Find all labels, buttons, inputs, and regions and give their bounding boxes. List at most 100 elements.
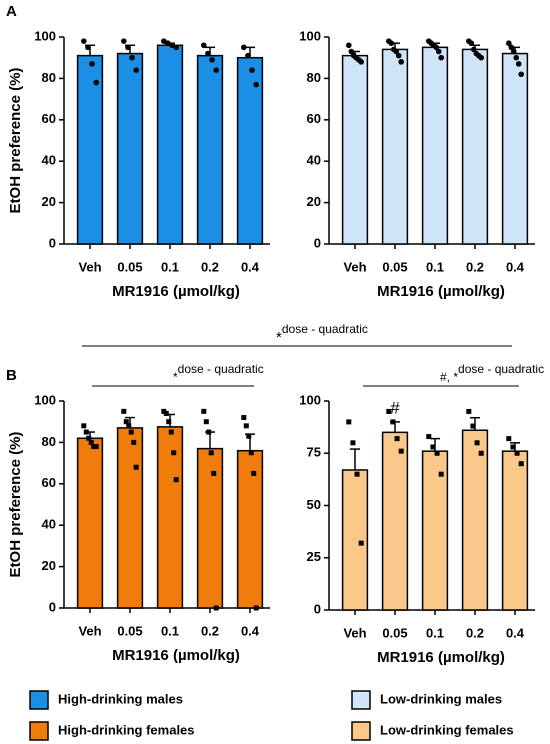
y-axis-label: EtOH preference (%) [7,68,24,214]
x-tick-label: 0.1 [426,259,444,274]
bar [236,449,264,609]
bar [236,56,264,245]
data-point [506,40,512,47]
bar [461,429,489,611]
legend-swatch [351,690,371,710]
data-point [168,429,174,435]
data-point [166,419,172,425]
bar [341,469,369,611]
annotation: # [390,398,400,417]
data-point [518,461,524,467]
y-tick-label: 25 [307,549,321,564]
data-point [133,464,139,470]
legend-swatch [29,690,49,710]
x-tick-label: Veh [78,623,101,638]
legend-swatch [29,721,49,741]
bar [156,44,184,245]
annotation: *dose - quadratic [173,362,264,384]
y-tick-label: 100 [34,392,56,407]
data-point [253,605,259,611]
data-point [510,48,517,55]
data-point [93,79,99,86]
data-point [246,433,252,439]
data-point [211,470,217,476]
data-point [433,44,440,51]
panel-label: B [6,367,17,384]
annotation: *dose - quadratic [276,322,368,346]
data-point [128,429,134,435]
y-tick-label: 40 [42,517,56,532]
data-point [205,50,211,57]
data-point [478,450,484,456]
y-tick-label: 60 [42,111,56,126]
data-point [350,440,356,446]
data-point [358,540,364,546]
data-point [388,40,395,47]
data-point [208,450,214,456]
legend-label: Low-drinking males [380,691,502,706]
data-point [173,477,179,483]
legend-label: High-drinking males [58,691,183,706]
data-point [358,59,365,65]
data-point [395,52,402,59]
x-tick-label: 0.2 [466,259,484,274]
legend-swatch [351,721,371,741]
data-point [206,429,212,435]
y-tick-label: 20 [42,558,56,573]
data-point [161,38,167,44]
data-point [430,444,436,450]
y-tick-label: 60 [307,111,321,126]
bar [116,427,144,609]
y-axis-label: EtOH preference (%) [7,432,24,578]
y-tick-label: 50 [307,497,321,512]
data-point [506,436,512,442]
data-point [121,408,127,414]
error-bar [350,448,360,470]
data-point [81,423,87,429]
bar [196,447,224,609]
annotation-text: dose - quadratic [282,322,368,336]
data-point [126,423,132,429]
data-point [93,444,99,450]
data-point [88,439,94,445]
y-tick-label: 0 [49,599,56,614]
data-point [468,40,475,47]
x-tick-label: 0.2 [201,259,219,274]
data-point [89,61,95,67]
data-point [478,54,485,61]
data-point [203,419,209,425]
data-point [249,67,255,73]
x-tick-label: 0.05 [382,625,407,640]
bar [501,450,529,611]
y-tick-label: 0 [314,235,321,250]
x-tick-label: 0.1 [161,623,179,638]
data-point [514,450,520,456]
bar [196,54,224,245]
annotation-mark: * [173,370,178,384]
y-tick-label: 0 [314,601,321,616]
data-point [129,54,135,61]
legend-label: Low-drinking females [380,722,514,737]
x-tick-label: 0.05 [117,623,142,638]
data-point [438,471,444,477]
y-tick-label: 75 [307,445,321,460]
data-point [245,52,251,59]
data-point [173,44,179,51]
y-tick-label: 100 [299,28,321,43]
data-point [470,46,477,53]
data-point [394,436,400,442]
x-tick-label: 0.05 [382,259,407,274]
x-tick-label: 0.05 [117,259,142,274]
data-point [121,38,127,44]
data-point [508,44,515,51]
y-tick-label: 80 [42,70,56,85]
y-tick-label: 40 [307,153,321,168]
x-tick-label: Veh [78,259,101,274]
bar [156,426,184,609]
x-tick-label: 0.4 [506,625,525,640]
data-point [434,450,440,456]
data-point [346,42,352,49]
bar [116,52,144,245]
data-point [171,450,177,456]
bar [76,437,104,609]
